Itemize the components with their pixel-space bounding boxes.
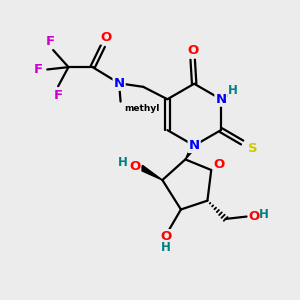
Text: H: H — [228, 85, 238, 98]
Text: N: N — [113, 77, 125, 90]
Text: O: O — [100, 31, 112, 44]
Text: H: H — [259, 208, 269, 221]
Text: F: F — [34, 63, 43, 76]
Text: F: F — [54, 88, 63, 102]
Text: N: N — [189, 139, 200, 152]
Text: O: O — [249, 210, 260, 223]
Text: O: O — [214, 158, 225, 171]
Polygon shape — [140, 165, 162, 180]
Text: F: F — [46, 35, 55, 48]
Text: O: O — [160, 230, 171, 243]
Text: S: S — [248, 142, 257, 155]
Text: O: O — [129, 160, 140, 173]
Polygon shape — [185, 144, 197, 159]
Text: H: H — [118, 156, 128, 169]
Text: H: H — [161, 241, 170, 254]
Text: methyl: methyl — [124, 104, 160, 113]
Text: N: N — [215, 93, 226, 106]
Text: O: O — [187, 44, 198, 57]
